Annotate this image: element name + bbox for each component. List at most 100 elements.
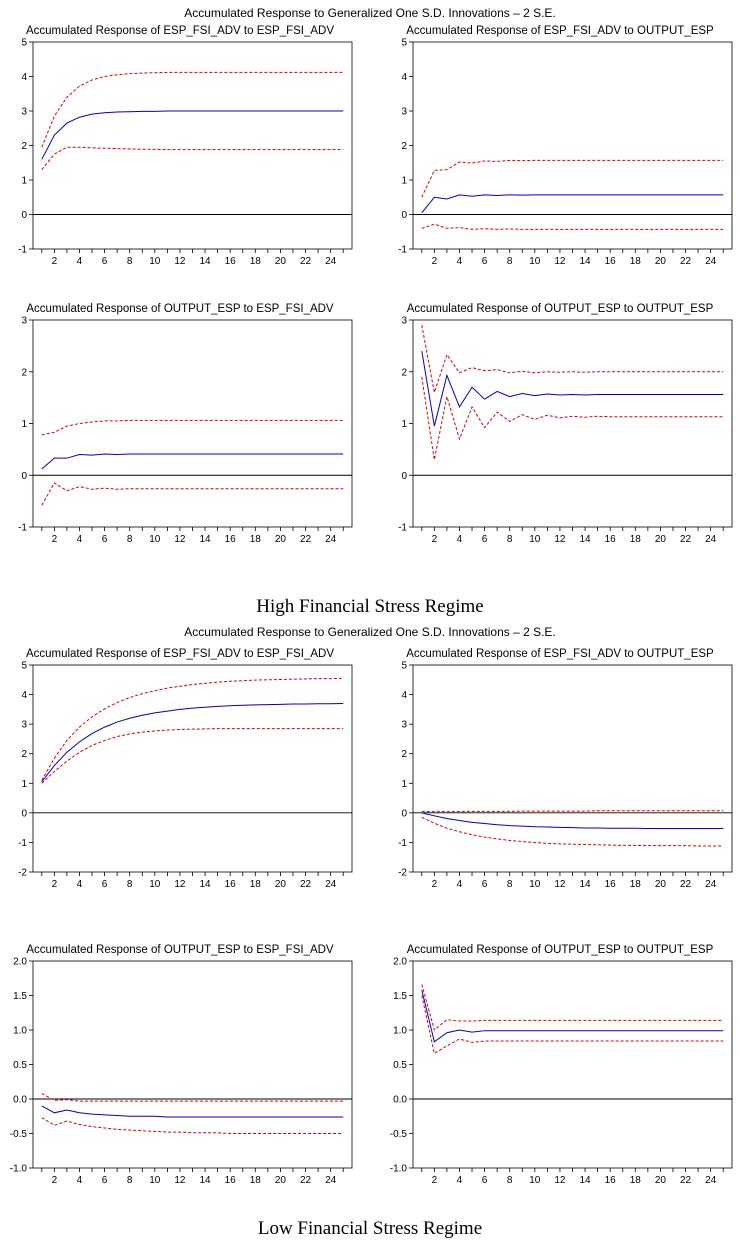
y-tick-label: 4 <box>401 72 407 83</box>
y-tick-label: 2 <box>21 749 27 760</box>
response-line <box>41 702 344 783</box>
upper-band-line <box>421 159 724 198</box>
y-tick-label: 1.0 <box>393 1026 407 1037</box>
x-tick-label: 12 <box>554 1175 566 1186</box>
y-tick-label: 0 <box>21 471 27 482</box>
x-tick-label: 12 <box>174 256 186 267</box>
x-tick-label: 16 <box>225 256 237 267</box>
x-tick-label: 4 <box>77 1175 83 1186</box>
x-tick-label: 2 <box>52 256 58 267</box>
x-tick-label: 22 <box>680 879 692 890</box>
lower-band-line <box>421 223 724 230</box>
x-tick-label: 24 <box>325 534 337 545</box>
chart-svg: Accumulated Response of ESP_FSI_ADV to E… <box>18 25 353 267</box>
plot-frame <box>32 41 353 250</box>
chart-panel: Accumulated Response of OUTPUT_ESP to ES… <box>0 941 360 1186</box>
y-tick-label: -1 <box>18 523 27 534</box>
y-tick-label: 1.5 <box>13 991 27 1002</box>
upper-band-line <box>421 984 724 1031</box>
caption-low-regime: Low Financial Stress Regime <box>257 1218 483 1239</box>
x-tick-label: 20 <box>275 879 287 890</box>
x-tick-label: 18 <box>250 879 262 890</box>
y-tick-label: 3 <box>401 720 407 731</box>
x-tick-label: 10 <box>529 256 541 267</box>
response-line <box>41 1105 344 1118</box>
y-tick-label: -1 <box>398 838 407 849</box>
upper-band-line <box>421 325 724 395</box>
y-tick-label: 0.0 <box>13 1095 27 1106</box>
y-tick-label: 0 <box>21 210 27 221</box>
y-tick-label: 2.0 <box>393 957 407 968</box>
y-tick-label: 1 <box>21 419 27 430</box>
x-tick-label: 12 <box>554 534 566 545</box>
chart-panel: Accumulated Response of OUTPUT_ESP to ES… <box>0 300 360 545</box>
y-tick-label: 5 <box>21 38 27 49</box>
x-tick-label: 4 <box>457 256 463 267</box>
x-tick-label: 16 <box>605 879 617 890</box>
chart-title: Accumulated Response of OUTPUT_ESP to ES… <box>26 303 334 315</box>
x-tick-label: 22 <box>680 256 692 267</box>
plot-frame <box>412 41 733 250</box>
y-tick-label: -2 <box>398 868 407 879</box>
chart-title: Accumulated Response of ESP_FSI_ADV to O… <box>406 25 714 37</box>
x-tick-label: 4 <box>77 879 83 890</box>
y-tick-label: 1 <box>21 176 27 187</box>
x-tick-label: 14 <box>579 1175 591 1186</box>
x-tick-label: 12 <box>174 879 186 890</box>
y-tick-label: 0 <box>401 808 407 819</box>
x-tick-label: 6 <box>102 879 108 890</box>
y-tick-label: -1 <box>398 523 407 534</box>
x-tick-label: 24 <box>705 534 717 545</box>
x-tick-label: 4 <box>77 256 83 267</box>
y-tick-label: -2 <box>18 868 27 879</box>
x-tick-label: 8 <box>507 879 513 890</box>
x-tick-label: 6 <box>102 534 108 545</box>
x-tick-label: 10 <box>149 1175 161 1186</box>
chart-svg: Accumulated Response of ESP_FSI_ADV to E… <box>18 648 353 890</box>
upper-band-line <box>41 71 344 148</box>
x-tick-label: 10 <box>529 1175 541 1186</box>
y-tick-label: 0 <box>21 808 27 819</box>
x-tick-label: 24 <box>325 1175 337 1186</box>
upper-band-line <box>421 810 724 813</box>
x-tick-label: 22 <box>300 879 312 890</box>
x-tick-label: 24 <box>705 879 717 890</box>
plot-frame <box>32 664 353 873</box>
x-tick-label: 16 <box>225 879 237 890</box>
x-tick-label: 14 <box>199 534 211 545</box>
y-tick-label: -1 <box>18 245 27 256</box>
x-tick-label: 20 <box>655 879 667 890</box>
x-tick-label: 12 <box>554 256 566 267</box>
x-tick-label: 6 <box>102 1175 108 1186</box>
x-tick-label: 16 <box>225 1175 237 1186</box>
x-tick-label: 16 <box>605 1175 617 1186</box>
x-tick-label: 18 <box>250 1175 262 1186</box>
x-tick-label: 10 <box>149 879 161 890</box>
y-tick-label: 2 <box>401 367 407 378</box>
x-tick-label: 14 <box>199 256 211 267</box>
y-tick-label: 1 <box>401 779 407 790</box>
chart-panel: Accumulated Response of ESP_FSI_ADV to E… <box>0 22 360 267</box>
lower-band-line <box>41 728 344 784</box>
supertitle-low-regime: Accumulated Response to Generalized One … <box>184 625 556 639</box>
y-tick-label: 1 <box>401 419 407 430</box>
chart-svg: Accumulated Response of OUTPUT_ESP to OU… <box>398 303 733 545</box>
chart-svg: Accumulated Response of OUTPUT_ESP to ES… <box>10 944 353 1186</box>
y-tick-label: 3 <box>21 107 27 118</box>
x-tick-label: 14 <box>579 256 591 267</box>
response-line <box>421 194 724 214</box>
x-tick-label: 16 <box>605 534 617 545</box>
x-tick-label: 18 <box>630 1175 642 1186</box>
y-tick-label: -1 <box>398 245 407 256</box>
lower-band-line <box>41 482 344 506</box>
y-tick-label: 5 <box>21 661 27 672</box>
x-tick-label: 12 <box>174 534 186 545</box>
x-tick-label: 10 <box>149 534 161 545</box>
x-tick-label: 18 <box>630 534 642 545</box>
x-tick-label: 20 <box>655 256 667 267</box>
y-tick-label: 1 <box>401 176 407 187</box>
x-tick-label: 22 <box>300 534 312 545</box>
chart-panel: Accumulated Response of ESP_FSI_ADV to O… <box>380 22 740 267</box>
y-tick-label: -1 <box>18 838 27 849</box>
x-tick-label: 8 <box>507 1175 513 1186</box>
